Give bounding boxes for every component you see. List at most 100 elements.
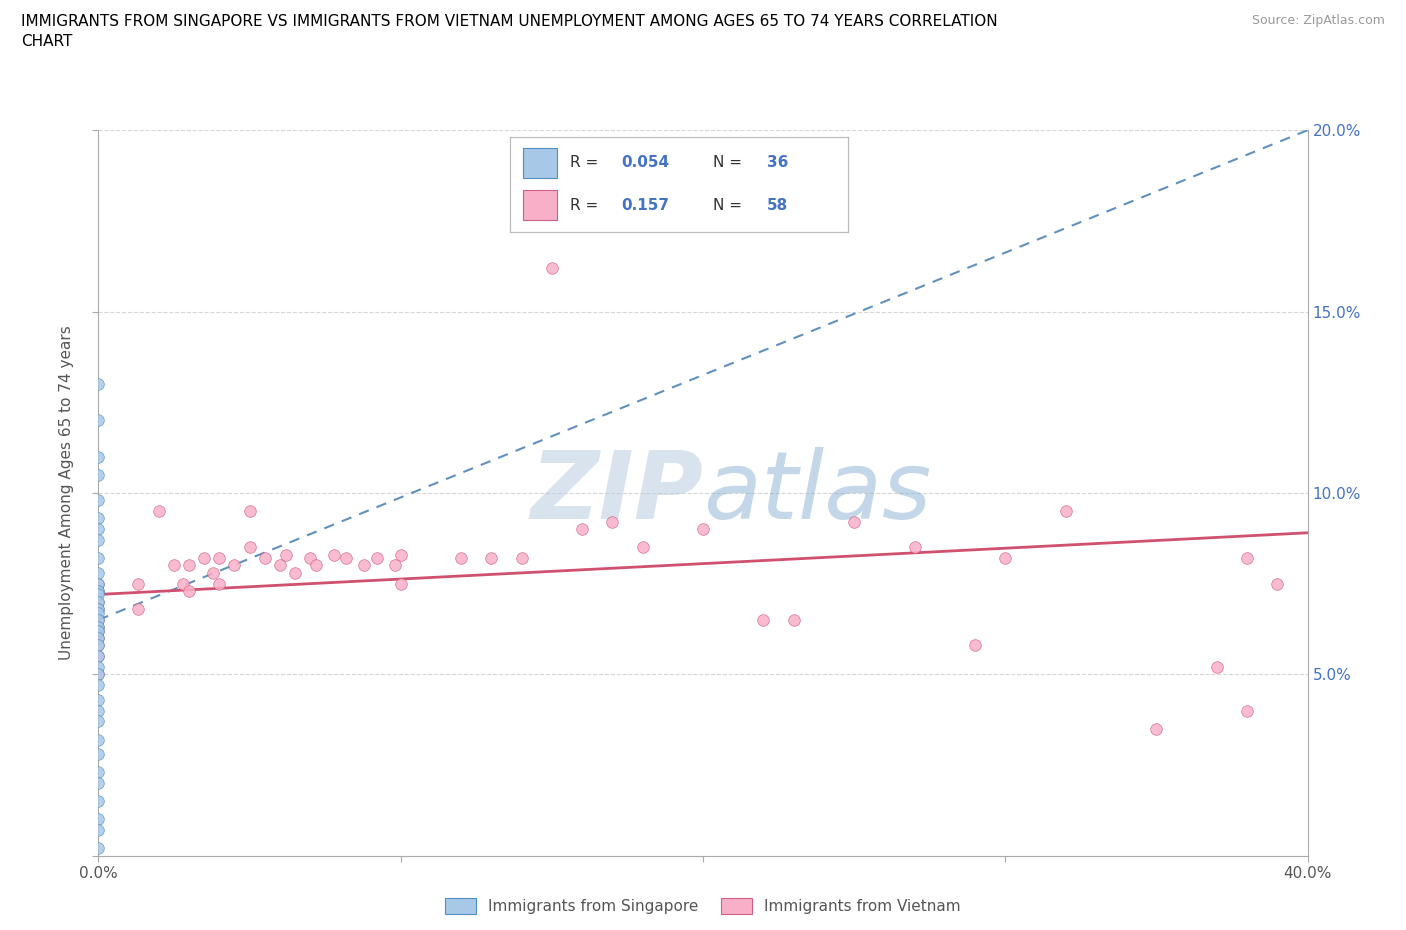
Point (87, 577, 110, 591)
Point (179, 558, 201, 573)
Point (783, 613, 806, 628)
Point (87, 594, 110, 609)
Point (87, 449, 110, 464)
Point (87, 667, 110, 682)
Point (87, 493, 110, 508)
Point (602, 514, 624, 529)
Point (1206, 659, 1229, 674)
Point (87, 587, 110, 602)
Point (450, 551, 472, 565)
Point (87, 692, 110, 707)
Point (87, 678, 110, 693)
Text: IMMIGRANTS FROM SINGAPORE VS IMMIGRANTS FROM VIETNAM UNEMPLOYMENT AMONG AGES 65 : IMMIGRANTS FROM SINGAPORE VS IMMIGRANTS … (21, 14, 998, 29)
Point (87, 649, 110, 664)
Point (87, 602, 110, 617)
Point (571, 522, 593, 537)
Point (1236, 551, 1258, 565)
Point (208, 577, 231, 591)
Point (1054, 504, 1077, 519)
Point (87, 659, 110, 674)
Point (389, 547, 412, 562)
Point (87, 623, 110, 638)
Point (253, 551, 276, 565)
Point (353, 558, 375, 573)
Point (965, 638, 987, 653)
Point (179, 583, 201, 598)
Point (1236, 703, 1258, 718)
Point (87, 638, 110, 653)
Point (193, 551, 215, 565)
Point (87, 602, 110, 617)
Point (87, 747, 110, 762)
Point (202, 565, 225, 580)
Point (87, 583, 110, 598)
Legend: Immigrants from Singapore, Immigrants from Vietnam: Immigrants from Singapore, Immigrants fr… (439, 892, 967, 921)
Point (87, 703, 110, 718)
Point (389, 577, 412, 591)
Point (631, 539, 654, 554)
Point (366, 551, 388, 565)
Point (844, 514, 866, 529)
Point (87, 413, 110, 428)
Point (269, 558, 291, 573)
Point (87, 468, 110, 483)
Point (239, 539, 262, 554)
Point (540, 260, 562, 275)
Text: Source: ZipAtlas.com: Source: ZipAtlas.com (1251, 14, 1385, 27)
Point (87, 619, 110, 634)
Point (87, 776, 110, 790)
Point (87, 764, 110, 779)
Point (87, 631, 110, 645)
Point (127, 577, 149, 591)
Point (87, 577, 110, 591)
Point (87, 623, 110, 638)
Point (87, 667, 110, 682)
Point (481, 551, 503, 565)
Point (904, 539, 927, 554)
Point (87, 631, 110, 645)
Point (87, 511, 110, 525)
Point (752, 613, 775, 628)
Point (87, 613, 110, 628)
Point (274, 547, 297, 562)
Point (87, 638, 110, 653)
Point (994, 551, 1017, 565)
Point (87, 732, 110, 747)
Point (87, 583, 110, 598)
Point (148, 504, 170, 519)
Point (224, 558, 246, 573)
Point (335, 551, 357, 565)
Point (323, 547, 346, 562)
Point (87, 551, 110, 565)
Text: CHART: CHART (21, 34, 73, 49)
Point (87, 841, 110, 856)
Text: atlas: atlas (703, 447, 931, 538)
Point (510, 551, 533, 565)
Point (87, 565, 110, 580)
Point (87, 522, 110, 537)
Point (1144, 722, 1167, 737)
Y-axis label: Unemployment Among Ages 65 to 74 years: Unemployment Among Ages 65 to 74 years (59, 326, 75, 660)
Point (87, 613, 110, 628)
Point (87, 377, 110, 392)
Point (163, 558, 186, 573)
Point (87, 823, 110, 838)
Point (1267, 577, 1289, 591)
Point (87, 619, 110, 634)
Point (87, 605, 110, 620)
Point (172, 577, 194, 591)
Text: ZIP: ZIP (530, 447, 703, 538)
Point (87, 794, 110, 809)
Point (87, 533, 110, 548)
Point (87, 714, 110, 729)
Point (299, 551, 322, 565)
Point (305, 558, 328, 573)
Point (87, 649, 110, 664)
Point (127, 602, 149, 617)
Point (208, 551, 231, 565)
Point (384, 558, 406, 573)
Point (284, 565, 307, 580)
Point (239, 504, 262, 519)
Point (87, 594, 110, 609)
Point (87, 812, 110, 827)
